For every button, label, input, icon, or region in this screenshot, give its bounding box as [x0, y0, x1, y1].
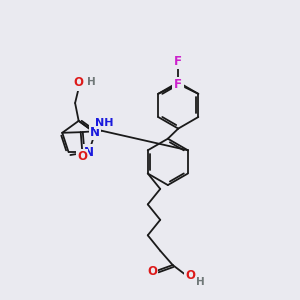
Text: H: H: [196, 277, 204, 287]
Text: N: N: [84, 146, 94, 159]
Text: O: O: [147, 265, 157, 278]
Text: N: N: [90, 126, 100, 139]
Text: F: F: [175, 78, 183, 91]
Text: O: O: [74, 76, 84, 89]
Text: H: H: [87, 77, 95, 87]
Text: O: O: [186, 269, 196, 282]
Text: O: O: [77, 150, 87, 163]
Text: F: F: [174, 55, 182, 68]
Text: F: F: [173, 78, 181, 91]
Text: NH: NH: [94, 118, 113, 128]
